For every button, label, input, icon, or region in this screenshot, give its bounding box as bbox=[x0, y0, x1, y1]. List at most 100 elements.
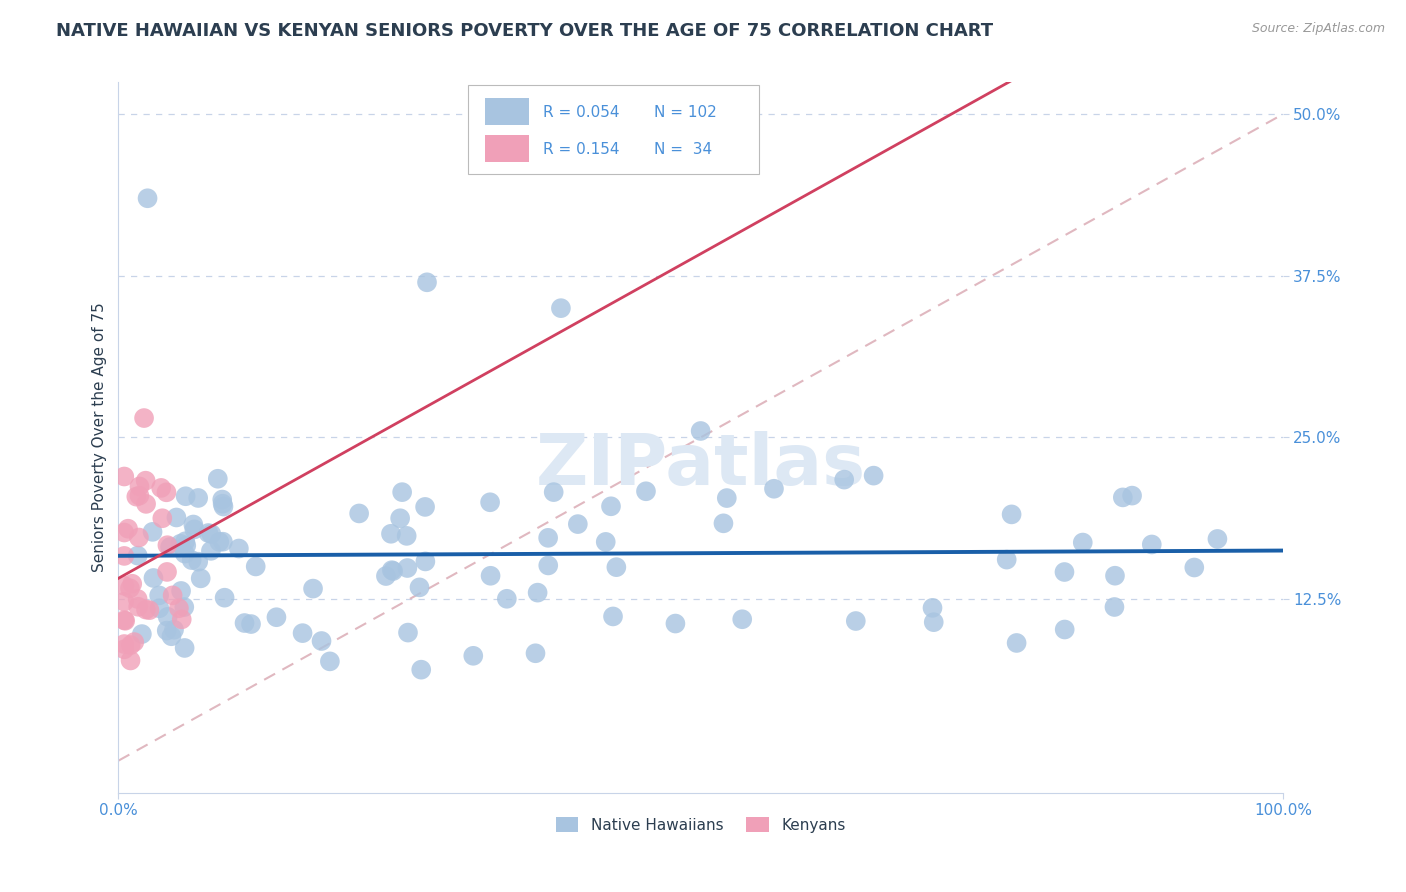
Point bbox=[128, 479, 150, 493]
Point bbox=[302, 582, 325, 596]
Point bbox=[395, 529, 418, 543]
Point bbox=[1104, 568, 1126, 582]
Point bbox=[135, 497, 157, 511]
Point bbox=[862, 468, 884, 483]
FancyBboxPatch shape bbox=[485, 97, 530, 125]
Point bbox=[200, 544, 222, 558]
Point bbox=[112, 525, 135, 540]
Point bbox=[1121, 489, 1143, 503]
Point bbox=[112, 642, 135, 657]
Point bbox=[120, 638, 142, 652]
Point bbox=[155, 485, 177, 500]
Point bbox=[127, 599, 149, 614]
Point bbox=[567, 517, 589, 532]
Point bbox=[117, 522, 139, 536]
Point bbox=[135, 602, 157, 616]
Point bbox=[211, 497, 233, 511]
Point bbox=[121, 576, 143, 591]
Point bbox=[396, 561, 419, 575]
Point bbox=[208, 534, 231, 549]
Point bbox=[291, 626, 314, 640]
Point bbox=[347, 507, 370, 521]
Legend: Native Hawaiians, Kenyans: Native Hawaiians, Kenyans bbox=[550, 811, 852, 838]
Point bbox=[128, 531, 150, 545]
Point bbox=[183, 522, 205, 536]
Point bbox=[731, 612, 754, 626]
Point bbox=[122, 635, 145, 649]
Point bbox=[605, 560, 627, 574]
Point bbox=[212, 534, 235, 549]
Point bbox=[524, 646, 547, 660]
Point bbox=[163, 623, 186, 637]
Point bbox=[173, 640, 195, 655]
Point bbox=[174, 534, 197, 549]
Point bbox=[995, 552, 1018, 566]
Point bbox=[526, 585, 548, 599]
Point bbox=[921, 600, 943, 615]
Point bbox=[150, 511, 173, 525]
Point bbox=[180, 553, 202, 567]
Point bbox=[689, 424, 711, 438]
Point bbox=[200, 527, 222, 541]
Text: NATIVE HAWAIIAN VS KENYAN SENIORS POVERTY OVER THE AGE OF 75 CORRELATION CHART: NATIVE HAWAIIAN VS KENYAN SENIORS POVERT… bbox=[56, 22, 994, 40]
Point bbox=[214, 591, 236, 605]
Point bbox=[374, 569, 396, 583]
Text: N =  34: N = 34 bbox=[654, 142, 713, 157]
Point bbox=[187, 491, 209, 505]
Point bbox=[207, 472, 229, 486]
Point bbox=[170, 583, 193, 598]
Point bbox=[156, 610, 179, 624]
Point bbox=[156, 538, 179, 552]
Point bbox=[537, 558, 560, 573]
Point bbox=[479, 568, 502, 582]
Point bbox=[190, 571, 212, 585]
Point bbox=[389, 511, 412, 525]
Point bbox=[118, 582, 141, 596]
Point bbox=[174, 489, 197, 503]
Point bbox=[922, 615, 945, 630]
Point bbox=[595, 534, 617, 549]
Point bbox=[537, 531, 560, 545]
Point bbox=[150, 481, 173, 495]
Point bbox=[495, 591, 517, 606]
Y-axis label: Seniors Poverty Over the Age of 75: Seniors Poverty Over the Age of 75 bbox=[93, 302, 107, 573]
Point bbox=[1206, 532, 1229, 546]
Point bbox=[396, 625, 419, 640]
Point bbox=[391, 485, 413, 500]
Point bbox=[416, 275, 439, 289]
Point bbox=[211, 492, 233, 507]
Point bbox=[212, 500, 235, 514]
Point bbox=[125, 490, 148, 504]
Point bbox=[1005, 636, 1028, 650]
Point bbox=[156, 624, 179, 638]
Point bbox=[112, 613, 135, 627]
Point bbox=[173, 600, 195, 615]
Point bbox=[266, 610, 288, 624]
Point bbox=[228, 541, 250, 556]
Point bbox=[159, 540, 181, 554]
Point bbox=[120, 653, 142, 667]
Point bbox=[132, 411, 155, 425]
Point bbox=[381, 563, 404, 577]
Point bbox=[463, 648, 485, 663]
Point bbox=[380, 526, 402, 541]
Point bbox=[127, 549, 149, 563]
Point bbox=[1071, 535, 1094, 549]
Point bbox=[543, 485, 565, 500]
Point bbox=[845, 614, 868, 628]
Point bbox=[181, 517, 204, 532]
Point bbox=[131, 627, 153, 641]
Text: R = 0.154: R = 0.154 bbox=[544, 142, 620, 157]
Point bbox=[716, 491, 738, 505]
Point bbox=[187, 555, 209, 569]
Point bbox=[135, 474, 157, 488]
Point bbox=[148, 601, 170, 615]
Point bbox=[162, 588, 184, 602]
Point bbox=[112, 549, 135, 563]
Point bbox=[411, 663, 433, 677]
Point bbox=[602, 609, 624, 624]
Point bbox=[174, 539, 197, 553]
Point bbox=[762, 482, 785, 496]
Point bbox=[167, 601, 190, 615]
Point bbox=[233, 615, 256, 630]
